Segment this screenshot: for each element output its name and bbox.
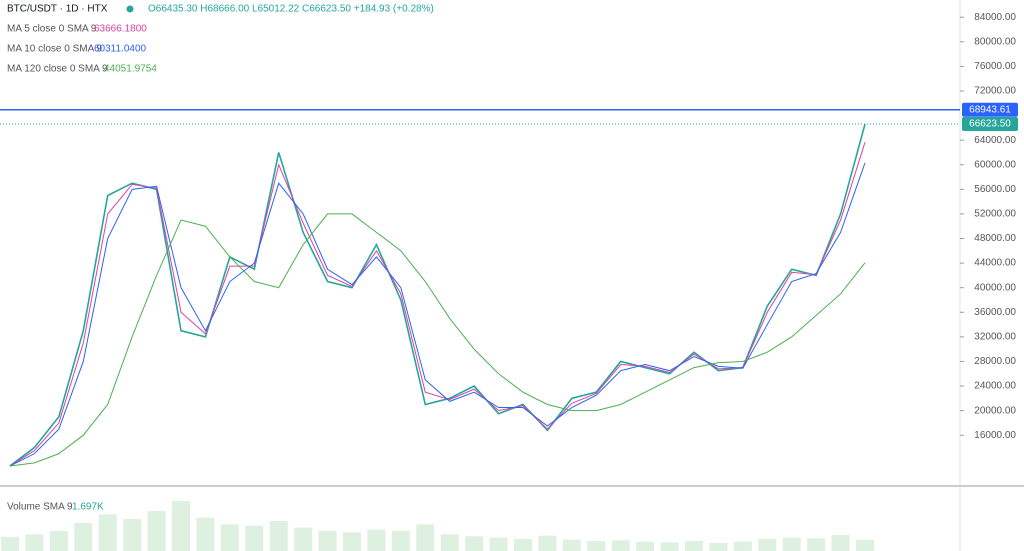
volume-bar (465, 536, 484, 551)
volume-bar (611, 540, 630, 551)
series-line (9, 123, 866, 467)
y-tick-label: 28000.00 (974, 356, 1016, 367)
volume-bar (782, 537, 801, 551)
ohlc: O66435.30 H68666.00 L65012.22 C66623.50 … (148, 4, 434, 15)
volume-bar (636, 541, 655, 551)
volume-bar (147, 511, 166, 551)
volume-bar (1, 537, 19, 551)
price-label: 66623.50 (969, 119, 1011, 130)
y-tick-label: 16000.00 (974, 430, 1016, 441)
symbol: BTC/USDT · 1D · HTX (7, 4, 108, 15)
price-label-bg (962, 117, 1018, 132)
volume-bar (685, 541, 703, 551)
volume-bar (220, 524, 239, 551)
volume-bar (538, 535, 557, 551)
legend-name: MA 10 close 0 SMA 9 (7, 44, 102, 55)
volume-bar (391, 531, 410, 551)
y-tick-label: 40000.00 (974, 282, 1016, 293)
legend-name: MA 5 close 0 SMA 9 (7, 24, 97, 35)
volume-bar (758, 539, 777, 551)
y-tick-label: 64000.00 (974, 135, 1016, 146)
y-tick-label: 84000.00 (974, 12, 1016, 23)
volume-bar (856, 539, 874, 551)
y-tick-label: 80000.00 (974, 36, 1016, 47)
volume-bar (807, 538, 826, 551)
volume-bar (196, 517, 215, 551)
y-tick-label: 56000.00 (974, 184, 1016, 195)
volume-bar (318, 531, 337, 551)
volume-bar (562, 539, 581, 551)
volume-bar (269, 521, 288, 551)
volume-bar (587, 541, 606, 551)
volume-bar (294, 527, 313, 551)
y-tick-label: 24000.00 (974, 381, 1016, 392)
y-tick-label: 52000.00 (974, 209, 1016, 220)
volume-bar (123, 519, 142, 551)
volume-bar (367, 529, 386, 551)
volume-bar (489, 537, 508, 551)
volume-bar (98, 514, 117, 551)
y-tick-label: 36000.00 (974, 307, 1016, 318)
y-tick-label: 76000.00 (974, 61, 1016, 72)
price-label-bg (962, 102, 1018, 117)
status-dot (126, 5, 134, 13)
volume-bar (733, 541, 752, 551)
volume-bar (343, 532, 361, 551)
series-line (9, 142, 866, 467)
legend-value: 60311.0400 (94, 44, 147, 55)
y-tick-label: 32000.00 (974, 331, 1016, 342)
volume-bar (25, 534, 44, 551)
y-tick-label: 20000.00 (974, 405, 1016, 416)
volume-bar (245, 525, 264, 551)
y-tick-label: 60000.00 (974, 159, 1016, 170)
price-label: 68943.61 (969, 104, 1011, 115)
volume-bar (440, 534, 459, 551)
volume-value: 1.697K (72, 502, 104, 513)
y-tick-label: 48000.00 (974, 233, 1016, 244)
series-line (9, 213, 866, 467)
volume-bar (709, 543, 728, 551)
series-line (9, 162, 866, 467)
volume-bar (514, 539, 532, 551)
volume-bar (831, 535, 850, 551)
volume-bar (416, 524, 435, 551)
legend-value: 44051.9754 (104, 64, 157, 75)
legend-value: 63666.1800 (94, 24, 147, 35)
y-tick-label: 72000.00 (974, 86, 1016, 97)
volume-name: Volume SMA 9 (7, 502, 73, 513)
volume-bar (74, 523, 93, 551)
y-tick-label: 44000.00 (974, 258, 1016, 269)
volume-bar (49, 531, 68, 551)
volume-bar (660, 542, 679, 551)
volume-bar (172, 501, 190, 551)
legend-name: MA 120 close 0 SMA 9 (7, 64, 108, 75)
